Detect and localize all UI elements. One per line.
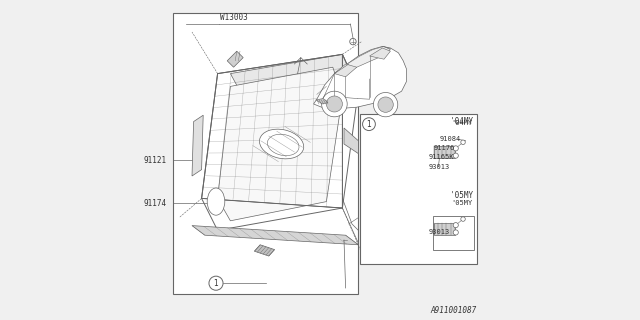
Polygon shape <box>334 64 357 77</box>
Text: 1: 1 <box>214 279 218 288</box>
Circle shape <box>326 96 342 112</box>
Bar <box>434 146 455 158</box>
Ellipse shape <box>259 129 304 159</box>
Polygon shape <box>334 46 390 74</box>
Circle shape <box>461 140 465 145</box>
Circle shape <box>209 276 223 290</box>
Text: '04MY: '04MY <box>451 117 474 126</box>
Text: A911001087: A911001087 <box>431 306 477 315</box>
Text: '05MY: '05MY <box>452 200 473 206</box>
Polygon shape <box>218 67 342 221</box>
Text: 91176: 91176 <box>433 145 454 151</box>
Circle shape <box>461 217 465 221</box>
Polygon shape <box>192 226 358 245</box>
Polygon shape <box>314 46 406 109</box>
Polygon shape <box>230 54 358 109</box>
Text: '05MY: '05MY <box>451 191 474 200</box>
Text: '04MY: '04MY <box>452 120 473 126</box>
Bar <box>434 223 455 235</box>
Circle shape <box>378 97 393 112</box>
Bar <box>173 13 358 294</box>
Text: 1: 1 <box>367 120 371 129</box>
Polygon shape <box>227 51 243 67</box>
Polygon shape <box>370 48 390 59</box>
Text: 93013: 93013 <box>429 229 450 235</box>
Circle shape <box>374 92 398 117</box>
Polygon shape <box>254 245 275 256</box>
Polygon shape <box>192 115 204 176</box>
Text: 93013: 93013 <box>429 164 450 170</box>
Text: 91084: 91084 <box>440 136 461 142</box>
Bar <box>360 114 477 264</box>
Circle shape <box>321 91 348 117</box>
Circle shape <box>453 230 458 235</box>
Text: 91121: 91121 <box>144 156 167 164</box>
Circle shape <box>453 223 458 228</box>
Polygon shape <box>344 128 358 154</box>
Text: 91174: 91174 <box>144 199 167 208</box>
Ellipse shape <box>207 188 225 215</box>
Circle shape <box>363 118 376 131</box>
Circle shape <box>453 153 458 158</box>
Bar <box>433 216 474 250</box>
Ellipse shape <box>268 134 299 156</box>
Circle shape <box>453 146 458 151</box>
Text: W13003: W13003 <box>220 13 248 22</box>
Polygon shape <box>202 54 358 230</box>
Polygon shape <box>316 99 328 104</box>
Circle shape <box>349 38 356 45</box>
Text: 91165K: 91165K <box>429 154 454 160</box>
